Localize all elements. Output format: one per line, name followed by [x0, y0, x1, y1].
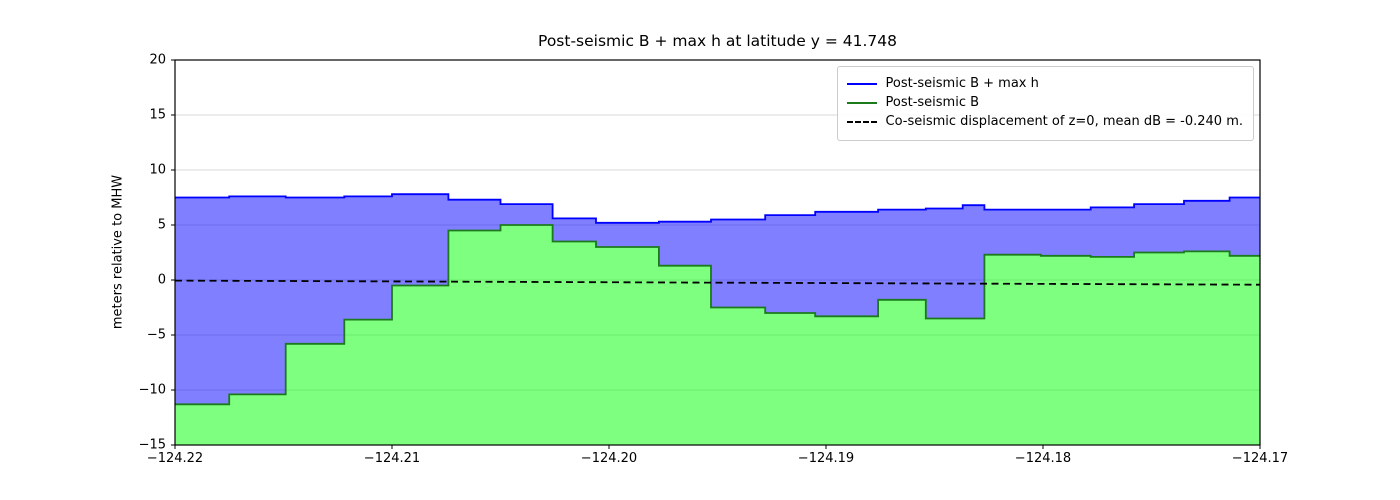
legend: Post-seismic B + max h Post-seismic B Co…	[836, 66, 1254, 141]
legend-line-sample-blue	[846, 83, 877, 86]
legend-item-post-seismic-b: Post-seismic B	[846, 94, 1244, 111]
legend-label: Post-seismic B	[885, 94, 980, 110]
y-tick-label: 20	[149, 52, 166, 68]
y-tick-label: 10	[149, 162, 166, 178]
legend-item-co-seismic-displacement: Co-seismic displacement of z=0, mean dB …	[846, 113, 1244, 130]
chart-title: Post-seismic B + max h at latitude y = 4…	[538, 32, 897, 50]
legend-label: Post-seismic B + max h	[885, 76, 1039, 91]
y-tick-label: 15	[149, 107, 166, 123]
x-tick-label: −124.20	[580, 451, 638, 466]
legend-item-post-seismic-b-max-h: Post-seismic B + max h	[846, 76, 1244, 92]
x-tick-label: −124.19	[797, 451, 855, 466]
y-axis-label: meters relative to MHW	[110, 174, 126, 330]
x-tick-label: −124.18	[1014, 451, 1072, 466]
y-tick-label: 0	[157, 272, 166, 288]
legend-line-sample-green	[846, 102, 877, 105]
legend-line-sample-dashed	[846, 121, 877, 124]
y-tick-label: −5	[146, 327, 166, 343]
y-tick-label: 5	[157, 217, 166, 233]
x-tick-label: −124.22	[146, 451, 204, 466]
y-tick-label: −10	[138, 382, 166, 398]
x-tick-label: −124.21	[363, 451, 421, 466]
x-tick-label: −124.17	[1231, 451, 1289, 466]
legend-label: Co-seismic displacement of z=0, mean dB …	[885, 113, 1244, 129]
y-tick-label: −15	[138, 437, 166, 453]
